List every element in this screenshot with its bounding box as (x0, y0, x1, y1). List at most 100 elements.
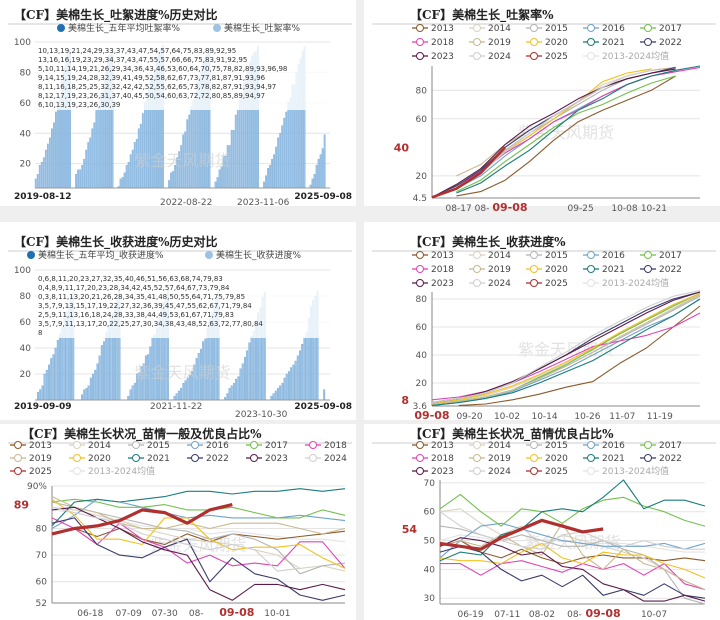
legend-marker (191, 454, 199, 462)
legend-label: 2021 (602, 38, 625, 48)
legend-marker (587, 441, 595, 449)
legend-label: 2014 (488, 441, 511, 451)
x-tick-label: 10-08 (611, 204, 637, 214)
legend-label: 2024 (488, 467, 511, 477)
bar (311, 178, 314, 189)
series-line-2018 (51, 517, 346, 569)
series-line-2014 (51, 506, 346, 572)
bar (143, 102, 146, 189)
legend-label: 2014 (488, 251, 511, 261)
chart-title: 【CF】美棉生长_收获进度%历史对比 (14, 234, 217, 250)
series-line-2025 (51, 503, 233, 536)
panel-background (364, 0, 720, 206)
legend-marker (530, 454, 538, 462)
bar (121, 177, 124, 189)
legend-marker (250, 441, 258, 449)
legend-label: 美棉生长_五年平均_收获进度% (38, 249, 164, 261)
series-line-2021 (51, 488, 346, 527)
bar (175, 393, 178, 401)
legend-label: 2017 (659, 24, 682, 34)
legend-marker (191, 441, 199, 449)
legend-marker (416, 38, 424, 46)
bar (248, 342, 251, 401)
current-date-label: 09-08 (492, 201, 527, 214)
legend-marker (73, 454, 81, 462)
series-line-2013 (458, 305, 701, 406)
legend-label: 2023 (265, 454, 288, 464)
legend-marker (473, 265, 481, 273)
legend-marker (14, 454, 22, 462)
x-tick-label: 2025-09-08 (294, 192, 352, 202)
bar (42, 157, 45, 189)
bar (274, 390, 277, 401)
legend-marker (250, 454, 258, 462)
bar (173, 395, 176, 401)
x-tick-label: 06-18 (77, 609, 103, 619)
bar (85, 149, 88, 189)
watermark: 紫金天风期货 (134, 151, 230, 170)
legend-label: 2019 (488, 265, 511, 275)
legend-label: 2019 (488, 38, 511, 48)
x-tick-label: 10-07 (641, 610, 667, 620)
current-value-label: 54 (402, 523, 418, 536)
season-bar-values: 9,14,15,19,24,28,32,39,41,49,52,58,62,67… (38, 74, 266, 82)
bar (299, 350, 301, 401)
bar (317, 158, 320, 189)
bar (89, 137, 92, 189)
legend-marker (309, 441, 317, 449)
season-bar-values: 6,10,13,19,23,26,30,39 (38, 101, 120, 109)
bar (218, 169, 221, 189)
legend-marker (416, 454, 424, 462)
series-line-2019 (51, 496, 346, 535)
y-tick-label: 50 (424, 537, 436, 547)
legend-marker (132, 441, 140, 449)
bar (98, 355, 101, 401)
season-bar-values: 0,3,8,11,13,20,21,26,28,34,35,41,48,50,5… (38, 293, 245, 301)
bar (103, 341, 105, 401)
bar (96, 363, 99, 401)
legend-label: 2013-2024均值 (88, 465, 155, 477)
bar (105, 332, 108, 401)
legend-label: 2013 (431, 24, 454, 34)
legend-label: 2016 (602, 441, 625, 451)
legend-label: 2014 (488, 24, 511, 34)
bar (313, 174, 316, 189)
legend-marker (57, 24, 65, 32)
bar (119, 178, 122, 189)
x-tick-label: 07-30 (152, 609, 178, 619)
legend-label: 2018 (431, 38, 454, 48)
series-line-2020 (51, 498, 346, 569)
legend-label: 2015 (147, 441, 170, 451)
legend-marker (132, 454, 140, 462)
x-tick-label: 07-09 (116, 609, 142, 619)
legend-label: 2023 (431, 279, 454, 289)
series-line-2024 (439, 511, 705, 550)
legend-label: 2020 (88, 454, 111, 464)
bar (43, 373, 46, 401)
bar (56, 340, 59, 401)
bar (235, 379, 238, 401)
legend-label: 2016 (602, 251, 625, 261)
legend-label: 2016 (602, 24, 625, 34)
legend-label: 2017 (265, 441, 288, 451)
x-tick-label: 09-25 (568, 204, 594, 214)
bar (243, 356, 246, 401)
y-tick-label: 70 (424, 479, 436, 489)
legend-label: 2018 (431, 265, 454, 275)
bar (129, 389, 132, 401)
bar (273, 154, 275, 189)
bar (287, 102, 290, 189)
panel-background (0, 424, 356, 620)
bar (230, 130, 233, 189)
x-tick-label: 2023-10-30 (235, 410, 288, 420)
legend-marker (644, 24, 652, 32)
bar (319, 154, 322, 189)
bar (285, 373, 288, 401)
watermark: 紫金天风期货 (134, 363, 230, 382)
bar (234, 114, 237, 189)
bar (270, 395, 273, 401)
chart-title: 【CF】美棉生长状况_苗情一般及优良占比% (22, 426, 262, 442)
bar (131, 149, 134, 189)
bar (275, 146, 278, 189)
legend-label: 2025 (545, 279, 568, 289)
